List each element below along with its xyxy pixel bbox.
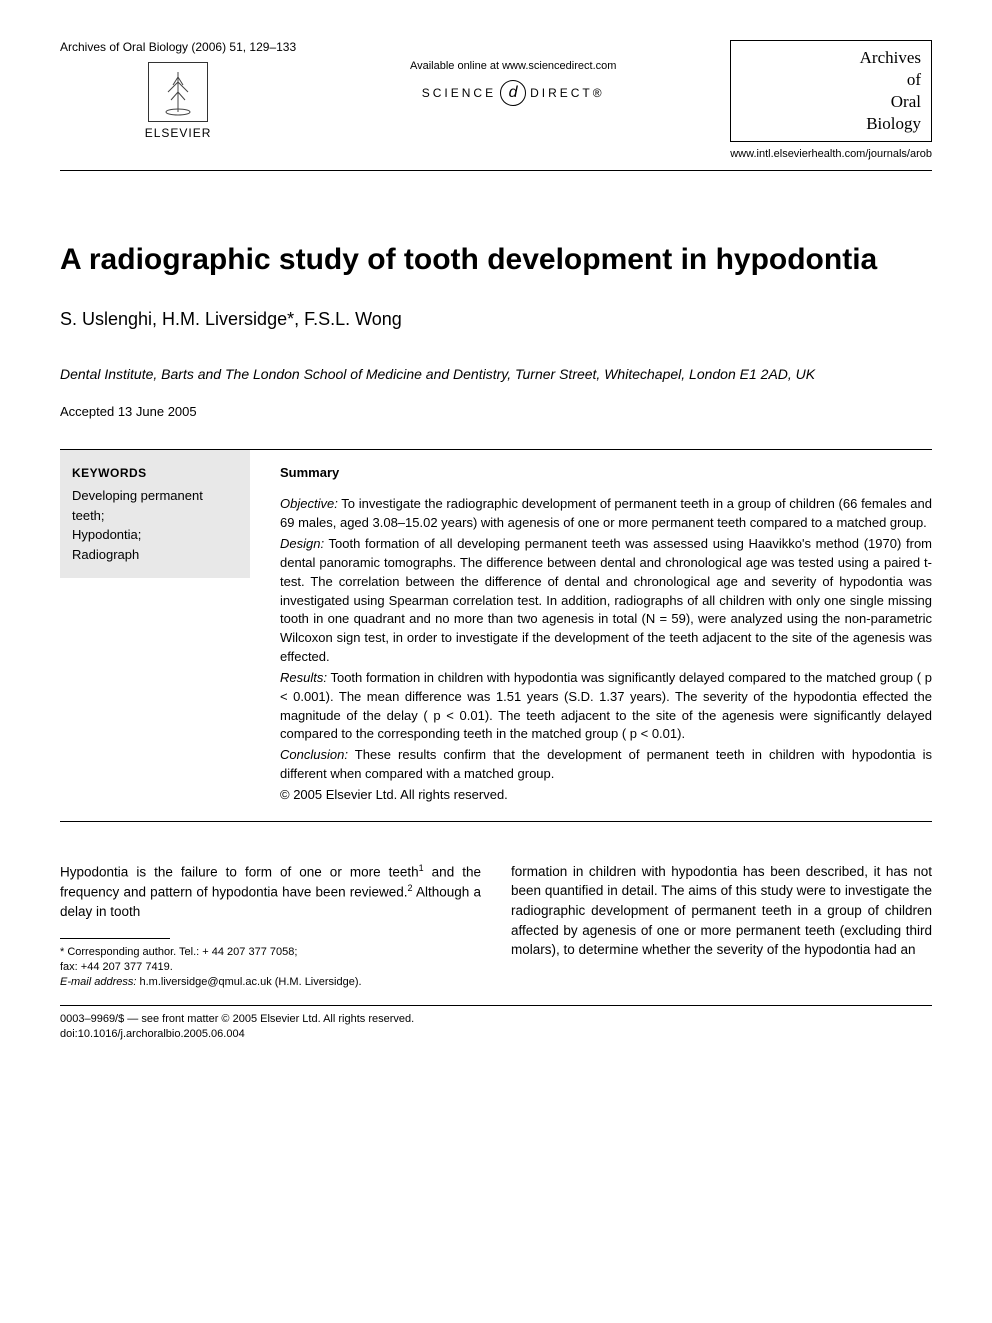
elsevier-tree-icon [148,62,208,122]
email-address: h.m.liversidge@qmul.ac.uk (H.M. Liversid… [136,976,361,988]
article-title: A radiographic study of tooth developmen… [60,241,932,279]
elsevier-label: ELSEVIER [145,126,212,140]
objective-label: Objective: [280,496,338,511]
journal-line: Oral [741,91,921,113]
accepted-date: Accepted 13 June 2005 [60,404,932,419]
summary-copyright: © 2005 Elsevier Ltd. All rights reserved… [280,786,932,805]
journal-line: of [741,69,921,91]
keywords-items: Developing permanent teeth; Hypodontia; … [72,486,238,564]
footer-divider [60,1005,932,1006]
sd-right: DIRECT® [530,86,605,100]
corresponding-author: * Corresponding author. Tel.: + 44 207 3… [60,945,481,960]
keywords-box: KEYWORDS Developing permanent teeth; Hyp… [60,450,250,578]
affiliation-text: Dental Institute, Barts and The London S… [60,365,932,385]
body-left-column: Hypodontia is the failure to form of one… [60,862,481,991]
footer-line-2: doi:10.1016/j.archoralbio.2005.06.004 [60,1027,932,1042]
science-direct-logo: SCIENCE d DIRECT® [422,80,605,106]
footer-line-1: 0003–9969/$ — see front matter © 2005 El… [60,1012,932,1027]
sd-symbol-icon: d [500,80,526,106]
footnote-divider [60,938,170,939]
abstract-section: KEYWORDS Developing permanent teeth; Hyp… [60,449,932,821]
summary-title: Summary [280,464,932,483]
conclusion-label: Conclusion: [280,747,348,762]
citation-text: Archives of Oral Biology (2006) 51, 129–… [60,40,296,54]
journal-name-box: Archives of Oral Biology [730,40,932,142]
body-right-column: formation in children with hypodontia ha… [511,862,932,991]
keywords-title: KEYWORDS [72,464,238,482]
objective-text: To investigate the radiographic developm… [280,496,932,530]
summary-design: Design: Tooth formation of all developin… [280,535,932,667]
summary-objective: Objective: To investigate the radiograph… [280,495,932,533]
summary-conclusion: Conclusion: These results confirm that t… [280,746,932,784]
footnotes-block: * Corresponding author. Tel.: + 44 207 3… [60,945,481,991]
email-line: E-mail address: h.m.liversidge@qmul.ac.u… [60,975,481,990]
intro-paragraph: Hypodontia is the failure to form of one… [60,862,481,922]
page-header: Archives of Oral Biology (2006) 51, 129–… [60,40,932,171]
journal-line: Archives [741,47,921,69]
summary-results: Results: Tooth formation in children wit… [280,669,932,744]
summary-column: Summary Objective: To investigate the ra… [280,450,932,820]
science-direct-block: Available online at www.sciencedirect.co… [410,60,616,160]
design-label: Design: [280,536,324,551]
authors-line: S. Uslenghi, H.M. Liversidge*, F.S.L. Wo… [60,309,932,330]
results-text: Tooth formation in children with hypodon… [280,670,932,742]
email-label: E-mail address: [60,976,136,988]
elsevier-logo-block: ELSEVIER [60,62,296,140]
copyright-footer: 0003–9969/$ — see front matter © 2005 El… [60,1012,932,1043]
sd-left: SCIENCE [422,86,496,100]
journal-line: Biology [741,113,921,135]
body-text: Hypodontia is the failure to form of one… [60,862,932,991]
fax-line: fax: +44 207 377 7419. [60,960,481,975]
intro-pre: Hypodontia is the failure to form of one… [60,864,419,879]
results-label: Results: [280,670,327,685]
authors-text: S. Uslenghi, H.M. Liversidge*, F.S.L. Wo… [60,309,402,329]
design-text: Tooth formation of all developing perman… [280,536,932,664]
available-online-text: Available online at www.sciencedirect.co… [410,60,616,72]
journal-url: www.intl.elsevierhealth.com/journals/aro… [730,148,932,160]
conclusion-text: These results confirm that the developme… [280,747,932,781]
intro-continued: formation in children with hypodontia ha… [511,862,932,960]
